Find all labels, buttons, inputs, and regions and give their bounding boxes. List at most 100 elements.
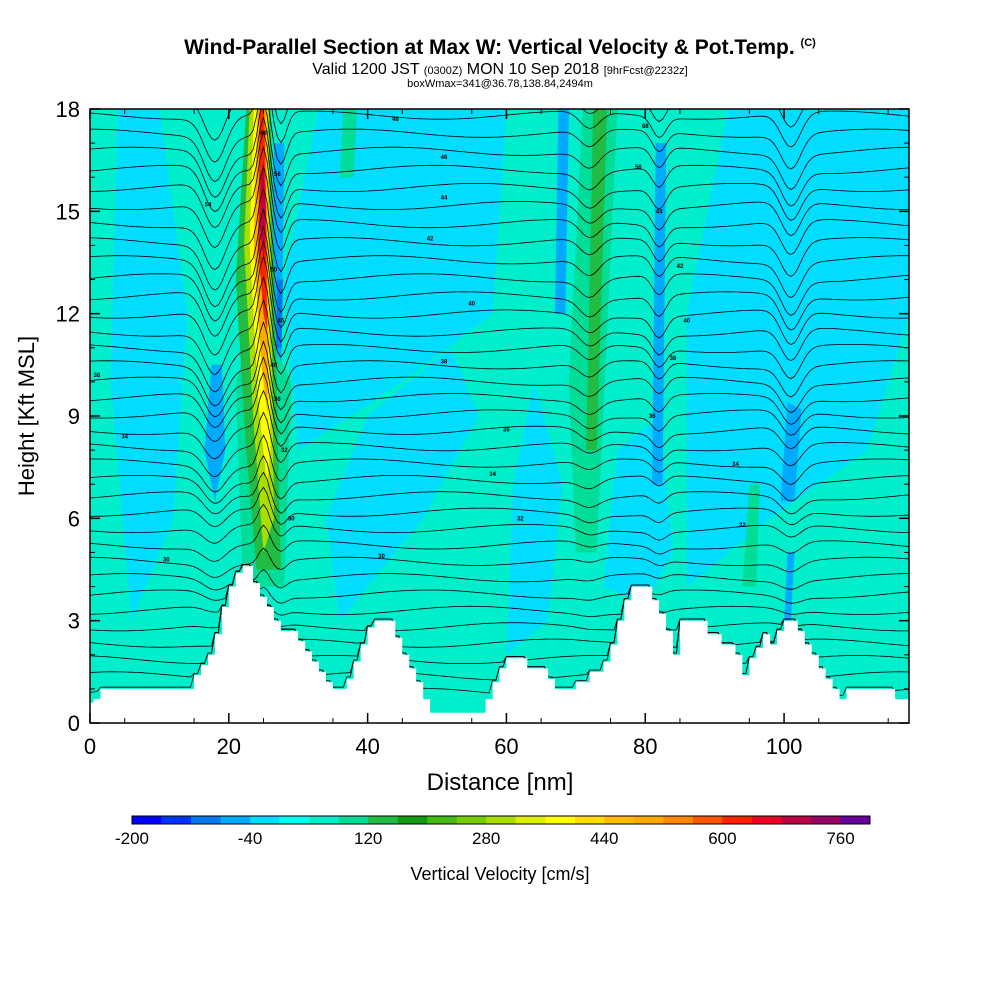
y-tick-label: 6 — [68, 506, 80, 531]
contour-label: 30 — [288, 516, 295, 522]
colorbar-frame — [131, 815, 871, 825]
colorbar-swatch — [781, 816, 812, 824]
colorbar-swatch — [692, 816, 723, 824]
isentrope-line — [90, 298, 909, 393]
isentrope-line — [90, 564, 909, 591]
subtitle-utc: (0300Z) — [423, 65, 463, 77]
x-tick-label: 20 — [217, 734, 241, 759]
isentrope-line — [90, 239, 909, 337]
contour-label: 50 — [271, 267, 278, 273]
contour-label: 42 — [677, 264, 684, 270]
isentrope-line — [90, 165, 909, 271]
colorbar-tick-label: 600 — [708, 829, 736, 848]
isentrope-line — [90, 340, 909, 418]
colorbar-swatch — [427, 816, 458, 824]
contour-label: 56 — [274, 172, 281, 178]
contour-label: 30 — [378, 554, 385, 560]
subtitle-forecast: [9hrFcst@2232z] — [603, 65, 688, 77]
plot-area: 68 54 38 34 30 56 50 46 40 36 32 30 48 46 44 42 40 38 36 34… — [89, 108, 910, 724]
colorbar-swatch — [486, 816, 517, 824]
contour-label: 34 — [732, 462, 739, 468]
colorbar-swatch — [338, 816, 369, 824]
y-axis-label: Height [Kft MSL] — [14, 336, 39, 496]
contour-label: 56 — [635, 165, 642, 171]
y-tick-label: 9 — [68, 404, 80, 429]
isentrope-line — [90, 486, 909, 528]
chart-subtitle: Valid 1200 JST (0300Z) MON 10 Sep 2018 [… — [0, 61, 1000, 79]
colorbar-swatch — [840, 816, 871, 824]
isentrope-line — [90, 503, 909, 544]
contour-label: 40 — [271, 363, 278, 369]
y-tick-label: 0 — [68, 711, 80, 736]
isentrope-line — [90, 186, 909, 291]
velocity-band — [784, 552, 795, 621]
isentrope-line — [90, 109, 909, 163]
colorbar-swatch — [368, 816, 398, 824]
isentrope-line — [90, 225, 909, 322]
colorbar-swatch — [279, 816, 310, 824]
colorbar-swatch — [397, 816, 428, 824]
colorbar-swatch — [456, 816, 487, 824]
colorbar-swatch — [515, 816, 546, 824]
velocity-band — [326, 347, 479, 621]
velocity-band — [555, 109, 569, 314]
contour-label: 30 — [163, 557, 170, 563]
colorbar-swatch — [810, 816, 841, 824]
x-tick-label: 40 — [355, 734, 379, 759]
subtitle-valid: Valid 1200 JST — [312, 61, 420, 78]
contour-label: 36 — [503, 428, 510, 434]
velocity-band — [742, 484, 760, 587]
contour-label: 40 — [684, 319, 691, 325]
isentrope-line — [90, 371, 909, 442]
contour-label: 32 — [739, 523, 746, 529]
x-axis-label: Distance [nm] — [427, 769, 574, 796]
isentrope-line — [90, 471, 909, 515]
isentrope-line — [90, 320, 909, 407]
colorbar: -200 -40 120 280 440 600 760 — [115, 815, 871, 848]
contour-label: 48 — [392, 117, 399, 123]
colorbar-swatch — [191, 816, 221, 824]
isentrope-line — [90, 208, 909, 308]
colorbar-swatch — [751, 816, 782, 824]
colorbar-swatch — [220, 816, 251, 824]
x-tick-label: 60 — [494, 734, 518, 759]
isentrope-line — [90, 130, 909, 229]
chart-title: Wind-Parallel Section at Max W: Vertical… — [0, 36, 1000, 60]
isentrope-line — [90, 564, 909, 618]
title-mark: (C) — [800, 37, 816, 49]
isentrope-line — [90, 547, 909, 579]
velocity-band — [276, 279, 283, 348]
velocity-band — [110, 109, 188, 621]
isentrope-line — [90, 389, 909, 460]
velocity-band — [652, 143, 667, 485]
colorbar-swatch — [722, 816, 753, 824]
isentrope-line — [196, 109, 804, 141]
contour-labels: 68 54 38 34 30 56 50 46 40 36 32 30 48 46 44 42 40 38 36 34… — [94, 117, 747, 563]
isentrope-line — [90, 275, 909, 376]
subtitle-date: MON 10 Sep 2018 — [466, 61, 600, 78]
colorbar-swatch — [633, 816, 664, 824]
colorbar-swatch — [309, 816, 339, 824]
contour-label: 34 — [489, 472, 496, 478]
colorbar-tick-label: 440 — [590, 829, 618, 848]
y-tick-label: 12 — [56, 302, 80, 327]
isentrope-line — [90, 116, 909, 213]
isentrope-line — [90, 254, 909, 356]
contour-label: 54 — [205, 203, 212, 209]
terrain — [90, 566, 909, 723]
y-tick-label: 15 — [56, 199, 80, 224]
potential-temperature-contours — [90, 109, 909, 696]
contour-label: 34 — [121, 435, 128, 441]
x-tick-label: 0 — [84, 734, 96, 759]
velocity-band — [586, 109, 608, 451]
colorbar-tick-label: -200 — [115, 829, 149, 848]
contour-label: 36 — [274, 397, 281, 403]
contour-label: 38 — [441, 359, 448, 365]
isentrope-line — [90, 109, 909, 198]
colorbar-swatch — [604, 816, 635, 824]
colorbar-swatch — [545, 816, 576, 824]
box-wmax-label: boxWmax=341@36.78,138.84,2494m — [407, 78, 593, 90]
colorbar-label: Vertical Velocity [cm/s] — [410, 864, 589, 884]
contour-label: 38 — [94, 373, 101, 379]
contour-label: 44 — [441, 196, 448, 202]
